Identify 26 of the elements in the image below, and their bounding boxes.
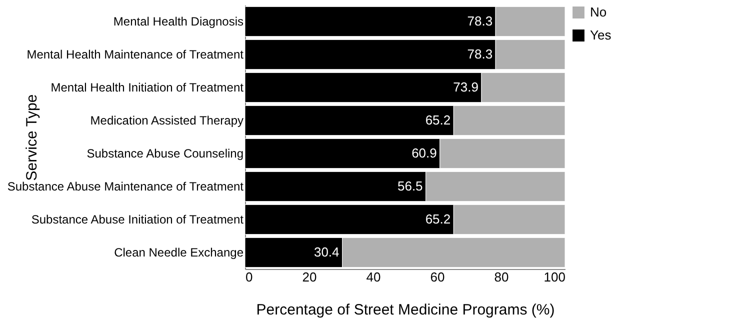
x-tick-label: 20 [302, 270, 317, 284]
legend-label: No [590, 4, 607, 20]
y-tick-label: Substance Abuse Initiation of Treatment [31, 212, 244, 226]
y-tick-label: Substance Abuse Counseling [86, 146, 244, 160]
y-tick-label: Mental Health Initiation of Treatment [50, 80, 244, 94]
data-label: 65.2 [425, 112, 451, 128]
legend-label: Yes [590, 28, 612, 42]
data-label: 65.2 [425, 212, 451, 226]
x-tick-label: 40 [366, 270, 381, 284]
x-tick-label: 60 [430, 270, 445, 284]
x-tick-label: 80 [494, 270, 509, 284]
y-axis-title: Service Type [24, 94, 40, 181]
data-label: 78.3 [467, 46, 493, 62]
y-tick-label: Medication Assisted Therapy [90, 114, 244, 128]
y-tick-label: Mental Health Maintenance of Treatment [26, 48, 244, 62]
y-tick-label: Mental Health Diagnosis [113, 14, 244, 28]
data-label: 78.3 [467, 14, 493, 28]
data-label: 60.9 [412, 146, 437, 160]
data-label: 73.9 [453, 80, 478, 94]
y-tick-label: Substance Abuse Maintenance of Treatment [7, 180, 244, 194]
data-label: 30.4 [314, 244, 340, 260]
x-tick-label: 0 [246, 270, 253, 284]
y-tick-label: Clean Needle Exchange [114, 246, 244, 260]
x-axis-title: Percentage of Street Medicine Programs (%) [256, 302, 555, 318]
data-label: 56.5 [397, 178, 423, 194]
x-tick-label: 100 [544, 270, 566, 284]
